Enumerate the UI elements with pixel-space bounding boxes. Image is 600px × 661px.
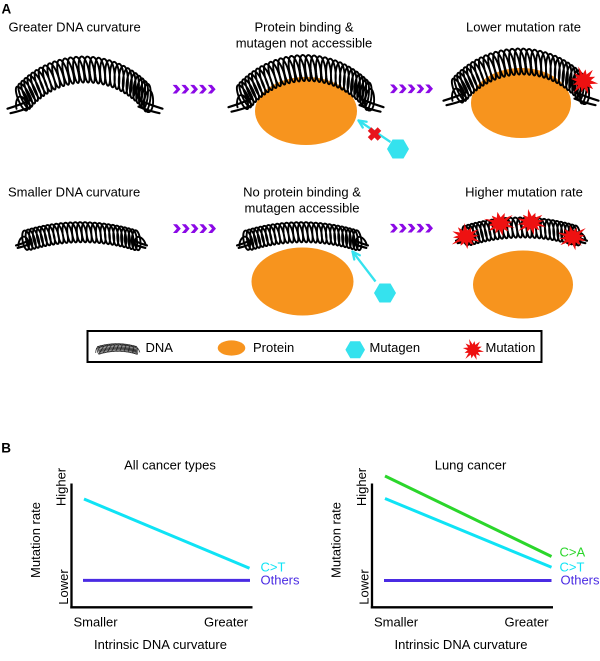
svg-text:Lung cancer: Lung cancer xyxy=(435,458,507,473)
svg-text:C>A: C>A xyxy=(560,544,586,559)
svg-text:Greater: Greater xyxy=(204,615,249,630)
svg-text:No protein binding &: No protein binding & xyxy=(243,185,361,200)
svg-text:Smaller: Smaller xyxy=(374,615,419,630)
svg-text:All cancer types: All cancer types xyxy=(124,458,216,473)
svg-text:Higher: Higher xyxy=(54,467,69,506)
svg-text:Higher mutation rate: Higher mutation rate xyxy=(465,185,583,200)
svg-text:Greater: Greater xyxy=(504,615,549,630)
svg-text:Lower mutation rate: Lower mutation rate xyxy=(466,20,581,35)
svg-text:Greater DNA curvature: Greater DNA curvature xyxy=(9,20,141,35)
svg-text:Smaller DNA curvature: Smaller DNA curvature xyxy=(8,185,140,200)
svg-text:Others: Others xyxy=(261,572,301,587)
svg-text:B: B xyxy=(1,441,11,456)
svg-text:Protein: Protein xyxy=(253,340,294,355)
svg-text:Protein binding &: Protein binding & xyxy=(254,20,353,35)
svg-text:Higher: Higher xyxy=(354,467,369,506)
svg-text:Smaller: Smaller xyxy=(73,615,118,630)
svg-text:Intrinsic DNA curvature: Intrinsic DNA curvature xyxy=(395,637,528,652)
svg-text:mutagen not accessible: mutagen not accessible xyxy=(236,36,373,51)
svg-text:Lower: Lower xyxy=(357,569,372,605)
svg-text:A: A xyxy=(2,1,12,16)
svg-text:Lower: Lower xyxy=(56,569,71,605)
svg-text:Mutation rate: Mutation rate xyxy=(329,502,344,578)
svg-text:Others: Others xyxy=(561,573,600,588)
svg-text:Intrinsic DNA curvature: Intrinsic DNA curvature xyxy=(94,637,227,652)
svg-text:Mutation rate: Mutation rate xyxy=(28,502,43,578)
svg-text:Mutagen: Mutagen xyxy=(370,340,421,355)
svg-text:mutagen accessible: mutagen accessible xyxy=(245,201,360,216)
svg-text:DNA: DNA xyxy=(146,340,174,355)
svg-text:Mutation: Mutation xyxy=(486,340,536,355)
